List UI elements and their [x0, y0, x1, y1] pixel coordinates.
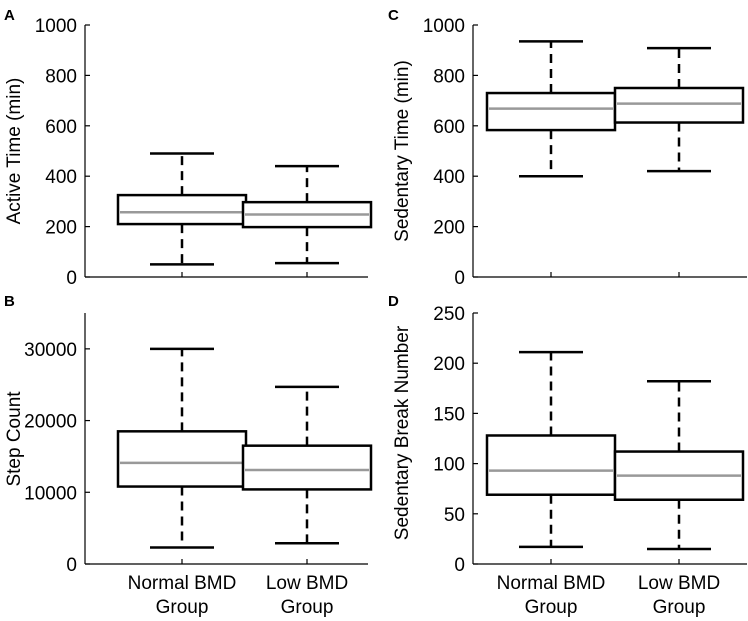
box-plot-normal-bmd — [485, 350, 617, 549]
panel-letter-b: B — [4, 293, 15, 310]
y-tick-label: 0 — [66, 555, 77, 576]
y-tick-label: 250 — [433, 304, 465, 325]
x-category-label: Normal BMD Group — [497, 573, 606, 618]
panel-letter-a: A — [4, 7, 15, 24]
x-category-label: Normal BMD Group — [128, 573, 237, 618]
y-tick-label: 50 — [444, 505, 465, 526]
y-tick-label: 150 — [433, 404, 465, 425]
y-tick-label: 600 — [433, 117, 465, 138]
y-tick-label: 0 — [66, 268, 77, 289]
box-plot-normal-bmd — [485, 40, 617, 178]
box-plot-low-bmd — [613, 380, 745, 551]
x-category-label-line: Group — [525, 597, 578, 618]
iqr-box — [241, 444, 373, 491]
y-axis-label-b: Step Count — [4, 391, 25, 487]
panel-d: D 0 50 100 150 200 250 Normal BMD Group Low BMD G… — [388, 293, 747, 618]
iqr-box — [116, 430, 248, 488]
x-category-label-line: Normal BMD — [128, 573, 237, 594]
panel-a: A 0 200 400 600 800 1000 Active Time (min) — [4, 7, 373, 289]
y-tick-label: 30000 — [24, 340, 77, 361]
y-tick-label: 0 — [454, 268, 465, 289]
panel-letter-d: D — [388, 293, 399, 310]
y-axis-label-c: Sedentary Time (min) — [392, 60, 413, 242]
box-plot-low-bmd — [241, 385, 373, 545]
x-category-label-line: Normal BMD — [497, 573, 606, 594]
y-tick-label: 200 — [45, 218, 77, 239]
x-category-label-line: Group — [281, 597, 334, 618]
y-tick-label: 200 — [433, 354, 465, 375]
x-category-label: Low BMD Group — [638, 573, 720, 618]
box-plot-normal-bmd — [116, 347, 248, 549]
box-plot-normal-bmd — [116, 152, 248, 266]
panel-c: C 0 200 400 600 800 1000 Sedentary Time (min) — [388, 7, 747, 289]
box-plot-low-bmd — [613, 46, 745, 173]
iqr-box — [485, 91, 617, 132]
y-tick-label: 800 — [433, 66, 465, 87]
x-category-label-line: Low BMD — [638, 573, 720, 594]
y-axis-label-d: Sedentary Break Number — [392, 325, 413, 540]
y-tick-label: 20000 — [24, 412, 77, 433]
y-tick-label: 600 — [45, 117, 77, 138]
x-category-label: Low BMD Group — [266, 573, 348, 618]
box-plot-low-bmd — [241, 164, 373, 265]
y-axis-label-a: Active Time (min) — [4, 78, 25, 225]
y-tick-label: 100 — [433, 455, 465, 476]
y-tick-label: 1000 — [35, 16, 77, 37]
y-tick-label: 0 — [454, 555, 465, 576]
y-tick-label: 10000 — [24, 483, 77, 504]
y-tick-label: 400 — [45, 167, 77, 188]
panel-letter-c: C — [388, 7, 399, 24]
iqr-box — [116, 193, 248, 226]
x-category-label-line: Group — [653, 597, 706, 618]
y-tick-label: 1000 — [423, 16, 465, 37]
x-category-label-line: Low BMD — [266, 573, 348, 594]
y-tick-label: 800 — [45, 66, 77, 87]
y-tick-label: 400 — [433, 167, 465, 188]
iqr-box — [613, 86, 745, 124]
x-category-label-line: Group — [156, 597, 209, 618]
iqr-box — [485, 434, 617, 496]
y-tick-label: 200 — [433, 218, 465, 239]
